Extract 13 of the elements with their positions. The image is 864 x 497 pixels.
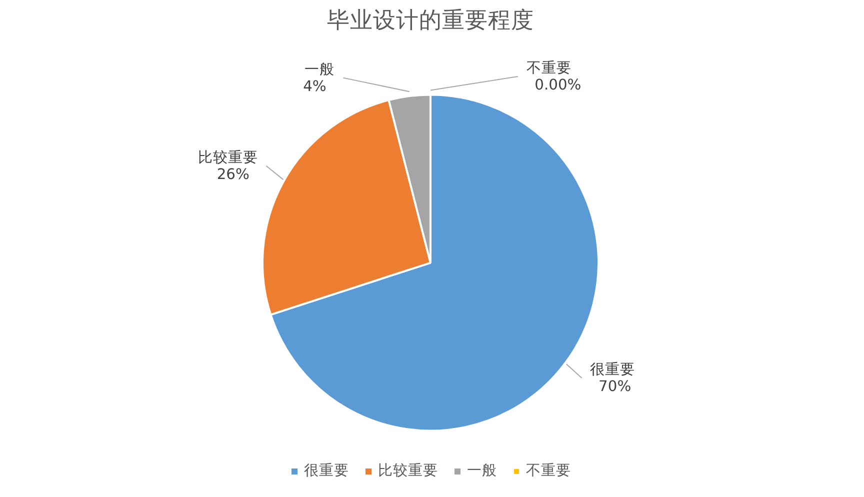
- category-label: 不重要: [526, 59, 572, 76]
- chart-title: 毕业设计的重要程度: [327, 8, 534, 34]
- legend-label: 不重要: [526, 461, 571, 480]
- text: 0.00%: [534, 76, 582, 94]
- legend-label: 比较重要: [378, 461, 438, 480]
- data-label: 70%: [598, 378, 632, 395]
- data-label: 4%: [303, 78, 326, 95]
- slice-label: 比较重要: [198, 148, 258, 166]
- legend-label: 一般: [467, 461, 497, 480]
- slice-label: 一般: [304, 60, 335, 78]
- legend-label: 很重要: [304, 461, 349, 480]
- data-label: 26%: [216, 166, 250, 183]
- slice-label: 很重要: [590, 360, 636, 378]
